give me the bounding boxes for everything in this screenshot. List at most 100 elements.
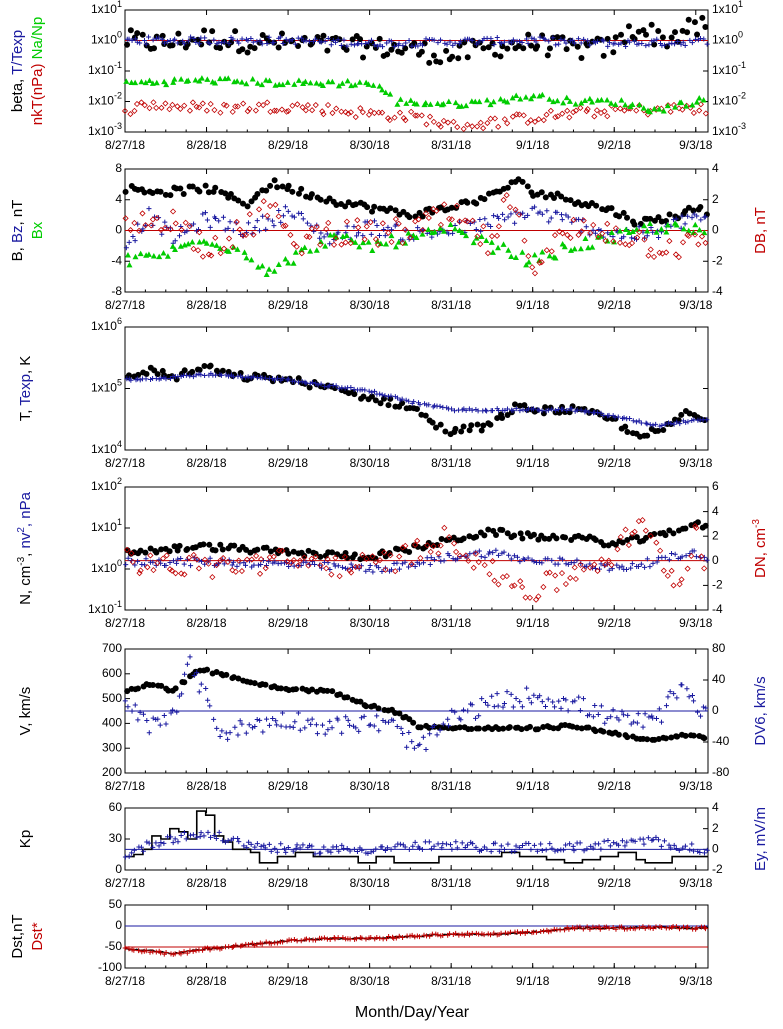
data-point — [229, 244, 236, 251]
data-point — [538, 259, 545, 266]
data-point — [275, 261, 282, 268]
data-point — [450, 118, 457, 125]
data-point — [250, 39, 256, 45]
y2-tick-label: 4 — [712, 800, 719, 814]
data-point — [546, 569, 553, 576]
data-point — [666, 842, 672, 848]
data-point — [653, 834, 659, 840]
panel-kp-frame — [124, 807, 709, 871]
data-point — [137, 547, 144, 554]
data-point — [147, 545, 154, 552]
data-point — [314, 33, 321, 40]
data-point — [508, 211, 514, 217]
data-point — [172, 238, 178, 244]
data-point — [156, 843, 162, 849]
data-point — [701, 850, 707, 856]
data-point — [429, 234, 435, 240]
data-point — [196, 77, 203, 84]
data-point — [495, 703, 501, 709]
data-point — [544, 208, 550, 214]
y-tick-label: -100 — [98, 960, 122, 974]
data-point — [535, 116, 542, 123]
data-point — [159, 36, 165, 42]
data-point — [255, 562, 261, 568]
data-point — [666, 420, 672, 426]
data-point — [520, 45, 527, 52]
data-point — [648, 21, 655, 28]
data-point — [127, 111, 134, 118]
data-point — [414, 537, 421, 544]
y-axis-label2-mag-part-0: Bx — [29, 221, 46, 239]
data-point — [197, 41, 203, 47]
data-point — [472, 98, 479, 105]
y-tick-label: 1x102 — [91, 476, 122, 493]
y-tick-label: 1x10-2 — [88, 91, 122, 108]
data-point — [132, 702, 138, 708]
data-point — [193, 40, 199, 46]
data-point — [640, 724, 646, 730]
data-point — [451, 540, 458, 547]
data-point — [576, 694, 582, 700]
data-point — [494, 691, 500, 697]
data-point — [388, 846, 394, 852]
data-point — [660, 427, 667, 434]
data-point — [697, 203, 704, 210]
data-point — [400, 237, 406, 243]
data-point — [295, 190, 302, 197]
data-point — [560, 99, 567, 106]
data-point — [593, 107, 601, 114]
data-point — [668, 734, 675, 741]
data-point — [181, 830, 187, 836]
data-point — [122, 698, 128, 704]
data-point — [570, 109, 577, 116]
data-point — [402, 559, 408, 565]
data-point — [612, 101, 619, 108]
data-point — [543, 847, 549, 853]
data-point — [586, 712, 592, 718]
data-point — [394, 546, 401, 553]
data-point — [572, 107, 580, 114]
data-point — [686, 694, 692, 700]
data-point — [382, 566, 389, 573]
data-point — [395, 395, 401, 401]
data-point — [628, 534, 635, 541]
data-point — [322, 38, 328, 44]
data-point — [158, 375, 164, 381]
data-point — [447, 221, 454, 228]
data-point — [580, 696, 586, 702]
data-point — [636, 228, 643, 236]
data-point — [477, 119, 484, 126]
data-point — [563, 46, 570, 53]
data-point — [437, 403, 443, 409]
data-point — [318, 381, 324, 387]
data-point — [168, 834, 174, 840]
data-point — [362, 387, 368, 393]
data-point — [449, 406, 455, 412]
data-point — [640, 105, 647, 111]
data-point — [470, 239, 477, 246]
data-point — [143, 556, 149, 562]
data-point — [578, 100, 585, 106]
data-point — [474, 233, 481, 240]
x-tick-label: 8/27/18 — [105, 456, 145, 470]
data-point — [647, 422, 653, 428]
data-point — [194, 670, 200, 676]
data-point — [501, 549, 507, 555]
data-point — [301, 552, 308, 559]
data-point — [360, 233, 366, 239]
data-point — [538, 841, 544, 847]
data-point — [328, 571, 335, 578]
data-point — [285, 259, 292, 266]
data-point — [169, 101, 176, 108]
data-point — [481, 196, 488, 203]
data-point — [198, 75, 205, 81]
data-point — [172, 836, 178, 842]
data-point — [507, 929, 513, 935]
data-point — [146, 77, 153, 83]
y-tick-label: 1x106 — [91, 316, 122, 333]
series-temp-texp — [124, 370, 710, 429]
data-point — [445, 716, 451, 722]
data-point — [562, 580, 569, 588]
data-point — [295, 375, 302, 382]
data-point — [201, 833, 207, 839]
